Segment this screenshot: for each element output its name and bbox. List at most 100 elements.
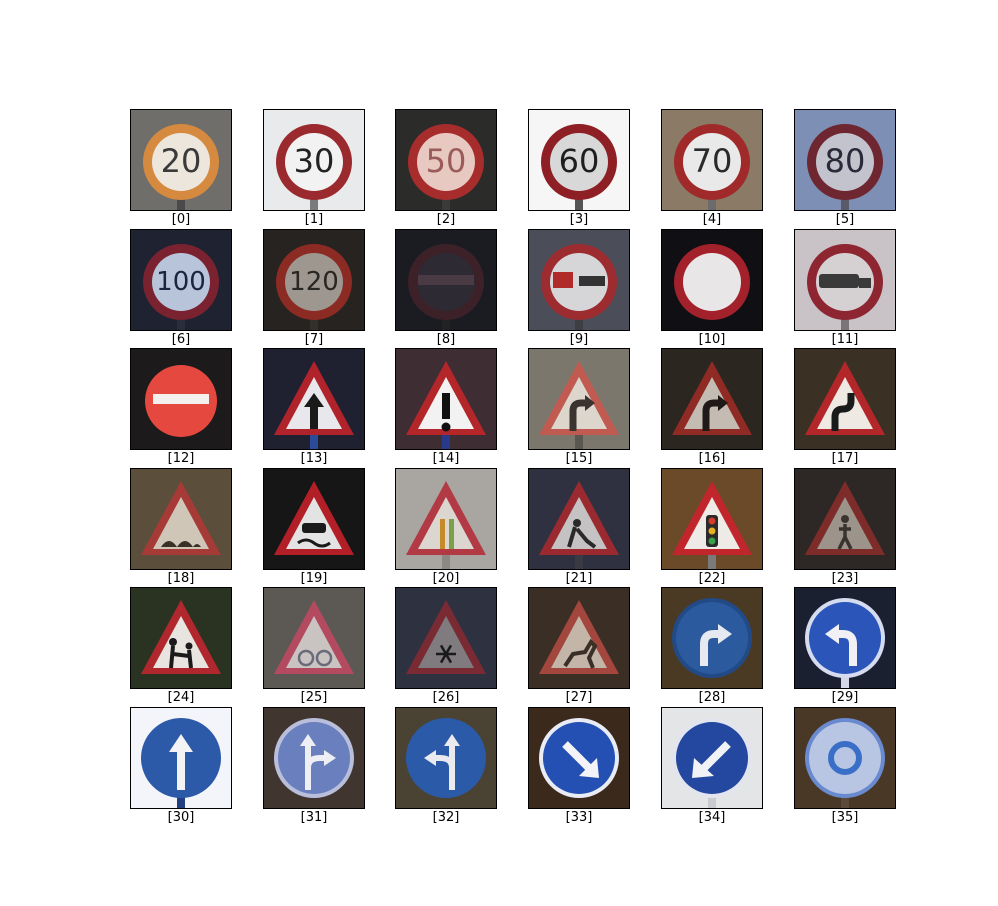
sign-thumbnail: [528, 229, 630, 331]
sign-image: [529, 349, 629, 449]
sign-face: [153, 497, 209, 549]
sign-symbol-glyph: [569, 395, 595, 431]
sign-image: [264, 469, 364, 569]
sign-thumbnail: [794, 468, 896, 570]
sign-image: [795, 588, 895, 688]
sign-tile: [31]: [263, 707, 365, 829]
tile-index-label: [18]: [167, 571, 195, 586]
sign-face: [551, 616, 607, 668]
sign-image: [529, 469, 629, 569]
sign-tile: [29]: [794, 587, 896, 709]
tile-index-label: [17]: [831, 451, 859, 466]
sign-thumbnail: 100: [130, 229, 232, 331]
tile-index-label: [15]: [565, 451, 593, 466]
sign-image: 70: [662, 110, 762, 210]
sign-image: 80: [795, 110, 895, 210]
sign-thumbnail: [130, 348, 232, 450]
sign-tile: [25]: [263, 587, 365, 709]
sign-symbol-glyph: [706, 515, 718, 547]
sign-tile: [33]: [528, 707, 630, 829]
tile-index-label: [4]: [702, 212, 722, 227]
sign-thumbnail: [528, 587, 630, 689]
sign-face: [683, 253, 741, 311]
sign-image: [662, 230, 762, 330]
sign-tile: [18]: [130, 468, 232, 590]
sign-symbol-glyph: [702, 395, 728, 431]
sign-tile: [15]: [528, 348, 630, 470]
sign-face: [683, 133, 741, 191]
tile-index-label: [2]: [436, 212, 456, 227]
sign-thumbnail: [661, 468, 763, 570]
sign-face: [285, 133, 343, 191]
tile-index-label: [5]: [835, 212, 855, 227]
sign-face: [550, 133, 608, 191]
sign-post: [177, 549, 185, 569]
sign-tile: [13]: [263, 348, 365, 470]
tile-index-label: [20]: [432, 571, 460, 586]
sign-face: [418, 616, 474, 668]
sign-symbol-glyph: [831, 393, 855, 431]
sign-image: [529, 708, 629, 808]
sign-thumbnail: 120: [263, 229, 365, 331]
sign-thumbnail: 60: [528, 109, 630, 211]
sign-thumbnail: [263, 468, 365, 570]
sign-symbol-glyph: [692, 741, 731, 778]
sign-thumbnail: [794, 348, 896, 450]
sign-symbol-glyph: [169, 638, 193, 669]
sign-post: [442, 549, 450, 569]
sign-tile: [27]: [528, 587, 630, 709]
tile-index-label: [26]: [432, 690, 460, 705]
sign-symbol-glyph: [297, 523, 331, 548]
sign-tile: [23]: [794, 468, 896, 590]
tile-index-label: [29]: [831, 690, 859, 705]
sign-symbol-glyph: [837, 515, 853, 550]
sign-face: [809, 722, 881, 794]
tile-index-label: [28]: [698, 690, 726, 705]
sign-face: [153, 616, 209, 668]
tile-index-label: [34]: [698, 810, 726, 825]
sign-image: [396, 230, 496, 330]
sign-post: [442, 429, 450, 449]
sign-image: [529, 230, 629, 330]
sign-thumbnail: [794, 707, 896, 809]
sign-symbol-glyph: [828, 741, 862, 775]
sign-symbol-glyph: [300, 734, 336, 790]
sign-post: [575, 668, 583, 688]
tile-index-label: [14]: [432, 451, 460, 466]
sign-image: [795, 349, 895, 449]
sign-number-glyph: 30: [294, 142, 335, 180]
tile-index-label: [31]: [300, 810, 328, 825]
sign-tile: [17]: [794, 348, 896, 470]
tile-index-label: [3]: [569, 212, 589, 227]
tile-index-label: [11]: [831, 332, 859, 347]
sign-symbol-glyph: [297, 649, 333, 667]
sign-symbol-glyph: [819, 274, 871, 288]
sign-symbol-glyph: [424, 734, 460, 790]
sign-face: [285, 253, 343, 311]
sign-image: [396, 708, 496, 808]
tile-index-label: [12]: [167, 451, 195, 466]
sign-thumbnail: [661, 587, 763, 689]
sign-tile: 120 [7]: [263, 229, 365, 351]
sign-tile: [14]: [395, 348, 497, 470]
sign-symbol-glyph: [304, 393, 324, 429]
sign-thumbnail: 20: [130, 109, 232, 211]
tile-index-label: [1]: [304, 212, 324, 227]
sign-symbol-glyph: [153, 394, 209, 404]
sign-tile: 80 [5]: [794, 109, 896, 231]
sign-image: [264, 588, 364, 688]
sign-tile: 70 [4]: [661, 109, 763, 231]
tile-index-label: [13]: [300, 451, 328, 466]
sign-image: 120: [264, 230, 364, 330]
sign-symbol-glyph: [440, 519, 454, 549]
sign-symbol-glyph: [161, 541, 201, 547]
sign-symbol-glyph: [436, 644, 456, 664]
sign-post: [310, 668, 318, 688]
sign-post: [310, 429, 318, 449]
sign-post: [708, 429, 716, 449]
sign-number-glyph: 50: [426, 142, 467, 180]
tile-index-label: [9]: [569, 332, 589, 347]
sign-image: [264, 349, 364, 449]
sign-tile: 50 [2]: [395, 109, 497, 231]
tile-index-label: [6]: [171, 332, 191, 347]
